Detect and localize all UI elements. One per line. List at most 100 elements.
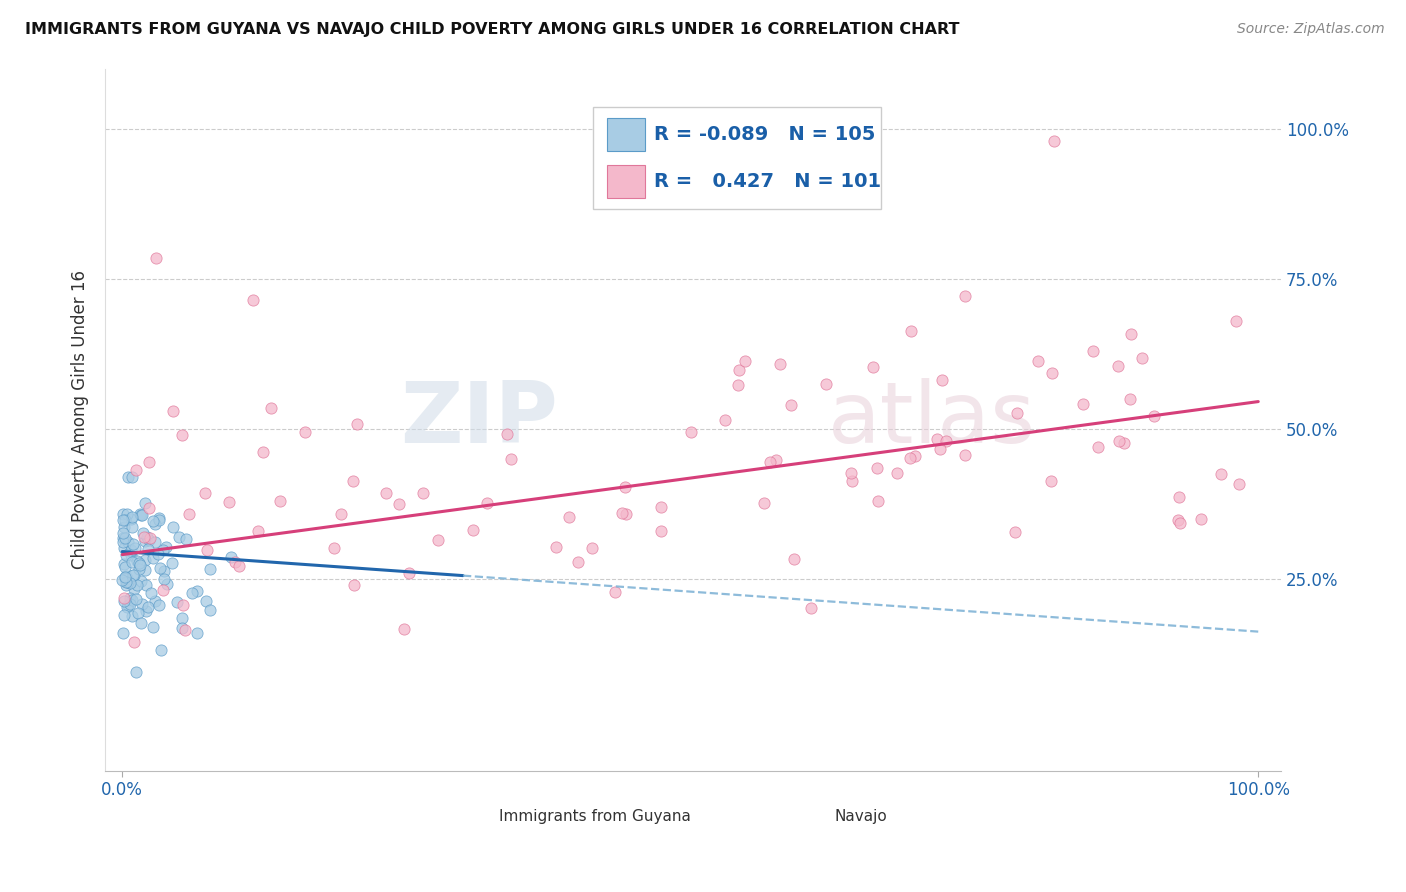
- Point: [120, 548, 142, 562]
- Point: [160, 557, 183, 571]
- Point: [115, 577, 138, 591]
- Point: [194, 486, 217, 500]
- Point: [152, 582, 174, 597]
- Point: [172, 611, 194, 625]
- Point: [114, 531, 136, 545]
- Point: [143, 517, 166, 532]
- Point: [323, 541, 346, 555]
- Point: [117, 534, 139, 549]
- Point: [166, 595, 188, 609]
- Point: [122, 582, 145, 597]
- Point: [392, 623, 415, 637]
- Point: [121, 555, 143, 569]
- Point: [734, 354, 756, 368]
- Point: [613, 480, 636, 494]
- Bar: [607, 118, 645, 152]
- Point: [495, 427, 517, 442]
- Point: [218, 494, 240, 508]
- Point: [172, 598, 194, 612]
- Point: [125, 591, 148, 606]
- Point: [174, 533, 197, 547]
- Point: [127, 606, 149, 620]
- Point: [346, 417, 368, 431]
- Point: [242, 293, 264, 307]
- Point: [148, 598, 170, 612]
- Point: [125, 578, 148, 592]
- Point: [398, 566, 420, 580]
- Point: [865, 461, 887, 475]
- Point: [129, 508, 152, 523]
- Point: [546, 541, 568, 555]
- Text: IMMIGRANTS FROM GUYANA VS NAVAJO CHILD POVERTY AMONG GIRLS UNDER 16 CORRELATION : IMMIGRANTS FROM GUYANA VS NAVAJO CHILD P…: [25, 22, 960, 37]
- Text: Source: ZipAtlas.com: Source: ZipAtlas.com: [1237, 22, 1385, 37]
- Point: [114, 548, 136, 562]
- Point: [136, 600, 159, 615]
- Point: [412, 486, 434, 500]
- Point: [177, 507, 200, 521]
- Point: [195, 594, 218, 608]
- Point: [839, 466, 862, 480]
- Point: [120, 597, 142, 611]
- Point: [903, 449, 925, 463]
- Point: [120, 511, 142, 525]
- Point: [713, 413, 735, 427]
- Y-axis label: Child Poverty Among Girls Under 16: Child Poverty Among Girls Under 16: [72, 270, 89, 569]
- Point: [928, 442, 950, 456]
- Point: [477, 495, 499, 509]
- Point: [426, 533, 449, 548]
- Point: [134, 563, 156, 577]
- Point: [117, 469, 139, 483]
- Point: [134, 533, 156, 548]
- Point: [815, 377, 838, 392]
- Point: [145, 251, 167, 265]
- Point: [138, 455, 160, 469]
- Point: [112, 591, 135, 606]
- Point: [198, 603, 221, 617]
- Point: [461, 523, 484, 537]
- Point: [162, 403, 184, 417]
- Point: [112, 520, 135, 534]
- Point: [129, 574, 152, 588]
- Text: Navajo: Navajo: [834, 809, 887, 824]
- Point: [167, 530, 190, 544]
- Point: [129, 615, 152, 630]
- Point: [1042, 134, 1064, 148]
- Point: [114, 571, 136, 585]
- Text: atlas: atlas: [828, 378, 1036, 461]
- Point: [112, 535, 135, 549]
- Point: [121, 520, 143, 534]
- Point: [728, 362, 751, 376]
- Point: [114, 570, 136, 584]
- Point: [117, 575, 139, 590]
- Point: [679, 425, 702, 439]
- Point: [128, 557, 150, 571]
- Point: [134, 496, 156, 510]
- Point: [122, 537, 145, 551]
- Point: [122, 634, 145, 648]
- Point: [329, 507, 352, 521]
- Point: [1211, 467, 1233, 482]
- Point: [246, 524, 269, 539]
- Point: [115, 572, 138, 586]
- Point: [139, 531, 162, 545]
- Point: [143, 594, 166, 608]
- Point: [935, 434, 957, 449]
- Point: [783, 552, 806, 566]
- Point: [115, 569, 138, 583]
- Point: [142, 551, 165, 566]
- Point: [111, 526, 134, 541]
- Point: [1007, 406, 1029, 420]
- Point: [138, 501, 160, 516]
- Point: [252, 444, 274, 458]
- Point: [224, 555, 246, 569]
- Point: [122, 568, 145, 582]
- Point: [866, 493, 889, 508]
- Text: R =   0.427   N = 101: R = 0.427 N = 101: [654, 172, 882, 191]
- Point: [650, 500, 672, 514]
- Point: [1040, 366, 1063, 380]
- Point: [1167, 513, 1189, 527]
- Point: [1107, 359, 1129, 374]
- Point: [558, 509, 581, 524]
- Point: [112, 608, 135, 623]
- Point: [931, 373, 953, 387]
